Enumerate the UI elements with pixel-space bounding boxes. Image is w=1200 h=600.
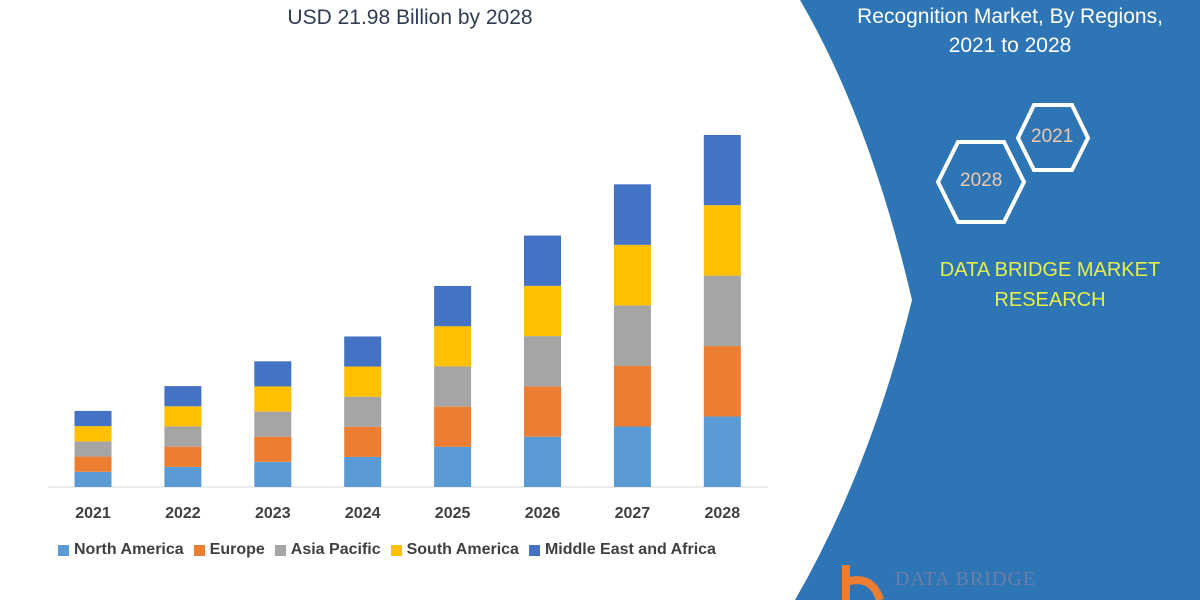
bar-segment-2021-europe	[74, 456, 112, 472]
bar-segment-2028-south-america	[703, 205, 741, 276]
bar-segment-2026-europe	[524, 386, 561, 437]
legend-item: North America	[58, 541, 184, 559]
bar-segment-2028-asia-pacific	[703, 275, 741, 347]
side-panel-title: Recognition Market, By Regions, 2021 to …	[820, 2, 1200, 60]
bar-segment-2022-europe	[164, 446, 202, 467]
side-panel	[795, 0, 1200, 600]
x-tick-label: 2027	[615, 505, 651, 522]
hex-label-2021: 2021	[1031, 126, 1074, 147]
bar-segment-2025-asia-pacific	[434, 366, 472, 407]
legend-swatch	[274, 544, 286, 556]
x-tick-label: 2025	[435, 505, 471, 522]
brand-text: DATA BRIDGE MARKET RESEARCH	[900, 255, 1200, 315]
side-title-line2: 2021 to 2028	[948, 34, 1072, 57]
bar-segment-2022-middle-east-and-africa	[164, 386, 202, 407]
bar-segment-2024-middle-east-and-africa	[344, 336, 382, 367]
legend-label: Asia Pacific	[290, 541, 381, 558]
bar-segment-2026-north-america	[524, 436, 561, 487]
bar-segment-2026-middle-east-and-africa	[524, 235, 561, 286]
bar-segment-2025-north-america	[434, 446, 472, 487]
bar-segment-2027-north-america	[613, 426, 651, 487]
bar-segment-2024-europe	[344, 426, 382, 457]
bar-segment-2022-north-america	[164, 466, 202, 487]
x-tick-label: 2022	[165, 505, 201, 522]
bar-segment-2024-south-america	[344, 366, 382, 397]
bar-segment-2027-south-america	[613, 244, 651, 306]
brand-line2: RESEARCH	[994, 289, 1106, 311]
bar-segment-2023-europe	[254, 436, 292, 462]
bar-segment-2021-south-america	[74, 426, 112, 442]
bar-segment-2028-middle-east-and-africa	[703, 135, 741, 206]
bar-segment-2023-middle-east-and-africa	[254, 361, 292, 387]
legend-label: North America	[74, 541, 184, 558]
bar-segment-2022-asia-pacific	[164, 426, 202, 447]
bar-segment-2026-asia-pacific	[524, 336, 561, 387]
chart-title: USD 21.98 Billion by 2028	[287, 6, 533, 29]
hexagon-2028-icon	[935, 140, 1027, 224]
legend-swatch	[58, 544, 69, 556]
bar-segment-2022-south-america	[164, 406, 202, 427]
x-tick-label: 2026	[525, 505, 561, 522]
hex-label-2028: 2028	[960, 170, 1003, 191]
legend-swatch	[390, 544, 402, 556]
bar-segment-2028-north-america	[703, 416, 741, 487]
side-title-line1: Recognition Market, By Regions,	[857, 5, 1163, 28]
legend-label: Europe	[209, 541, 265, 558]
bar-segment-2026-south-america	[524, 285, 561, 337]
legend-item: South America	[390, 541, 519, 559]
bar-segment-2023-south-america	[254, 386, 292, 412]
bar-segment-2025-south-america	[434, 326, 472, 367]
bar-segment-2028-europe	[703, 346, 741, 417]
x-tick-label: 2021	[75, 505, 111, 522]
legend: North America Europe Asia Pacific South Ame…	[58, 541, 716, 559]
bar-segment-2027-europe	[613, 365, 651, 427]
legend-item: Middle East and Africa	[528, 541, 716, 559]
legend-item: Europe	[193, 541, 265, 559]
x-tick-label: 2024	[345, 505, 381, 522]
bar-segment-2025-middle-east-and-africa	[434, 286, 472, 327]
legend-swatch	[528, 544, 540, 556]
x-tick-label: 2023	[255, 505, 291, 522]
logo-text: DATA BRIDGE	[895, 568, 1037, 590]
bar-segment-2024-north-america	[344, 456, 382, 487]
legend-label: South America	[406, 541, 519, 558]
bar-segment-2021-middle-east-and-africa	[74, 410, 112, 427]
bar-segment-2023-north-america	[254, 461, 292, 487]
bar-segment-2021-north-america	[74, 471, 112, 487]
bar-segment-2021-asia-pacific	[74, 441, 112, 457]
legend-label: Middle East and Africa	[544, 541, 716, 558]
legend-swatch	[193, 544, 205, 556]
hexagon-2021-icon	[1015, 103, 1091, 172]
bar-segment-2024-asia-pacific	[344, 396, 382, 427]
x-tick-label: 2028	[705, 505, 741, 522]
legend-item: Asia Pacific	[274, 541, 381, 559]
bar-segment-2027-asia-pacific	[613, 305, 651, 366]
bar-segment-2023-asia-pacific	[254, 411, 292, 437]
brand-line1: DATA BRIDGE MARKET	[939, 259, 1161, 281]
bar-segment-2027-middle-east-and-africa	[613, 184, 651, 245]
bar-segment-2025-europe	[434, 406, 472, 447]
logo-icon	[842, 565, 884, 600]
